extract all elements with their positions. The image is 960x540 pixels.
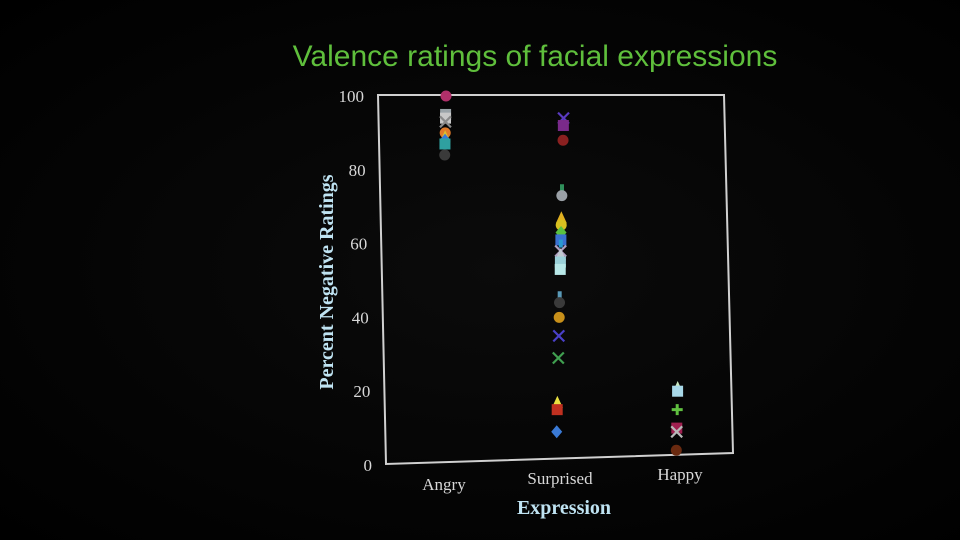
plot-frame [376,94,735,466]
data-point [557,134,569,146]
data-point [439,149,451,161]
data-point [670,444,682,456]
data-point [439,115,452,129]
data-point [558,239,563,248]
data-point [554,256,566,268]
y-tick-label: 100 [339,87,365,106]
data-point [553,311,565,323]
data-point [671,404,683,416]
data-point [554,263,566,275]
y-tick-label: 0 [364,456,373,475]
data-point [557,291,562,300]
y-tick-label: 20 [353,382,370,401]
y-tick-label: 60 [350,235,367,254]
data-point [555,219,567,231]
x-tick-label: Surprised [527,469,593,488]
x-tick-label: Angry [422,475,466,494]
y-tick-label: 80 [349,161,366,180]
data-point [551,404,563,416]
y-axis-ticks: 0 20 40 60 80 100 [339,87,373,475]
data-point [672,385,684,397]
x-tick-label: Happy [657,465,703,484]
x-axis-ticks: Angry Surprised Happy [422,465,703,494]
data-point [440,112,452,124]
data-points [439,90,684,456]
y-axis-label: Percent Negative Ratings [316,174,338,389]
y-tick-label: 40 [352,308,369,327]
data-point [551,425,563,439]
chart-title: Valence ratings of facial expressions [293,40,778,73]
data-point [556,190,568,202]
data-point [671,422,683,434]
data-point [552,329,566,343]
data-point [560,184,564,193]
data-point [439,138,451,150]
data-point [557,120,569,132]
x-axis-label: Expression [517,497,611,519]
data-point [440,90,452,102]
data-point [670,425,683,439]
data-point [554,297,566,309]
data-point [552,351,565,365]
data-point [555,211,567,224]
